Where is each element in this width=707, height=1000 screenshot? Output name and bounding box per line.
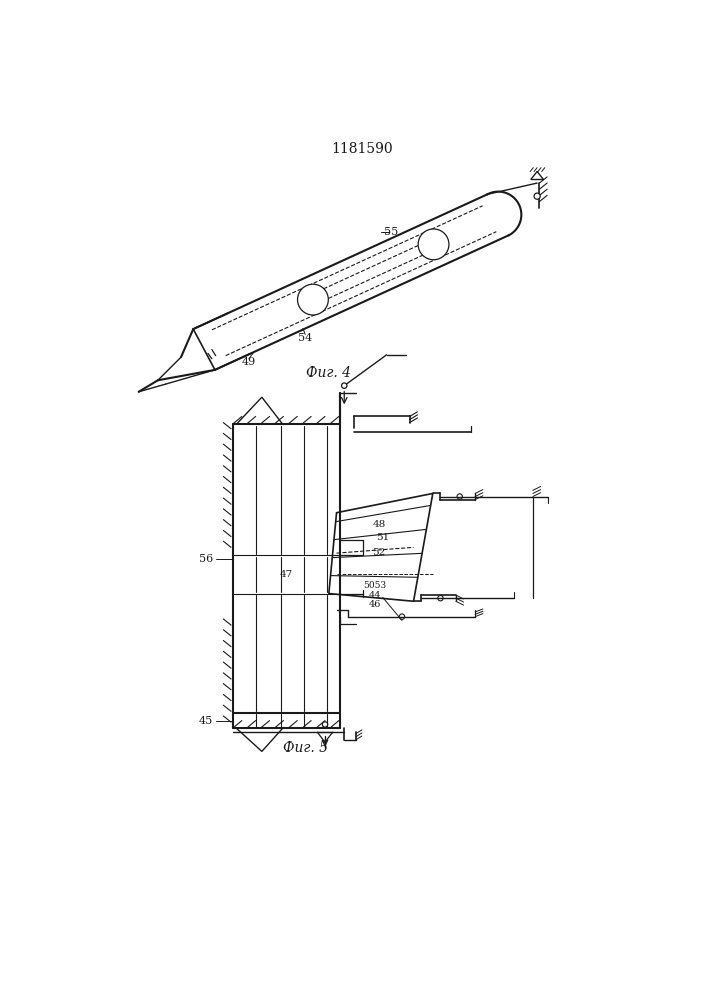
Circle shape	[322, 722, 327, 727]
Text: 55: 55	[384, 227, 398, 237]
Text: 52: 52	[373, 548, 385, 557]
Circle shape	[298, 284, 328, 315]
Circle shape	[418, 229, 449, 260]
Text: 5053: 5053	[363, 581, 387, 590]
Text: 48: 48	[373, 520, 385, 529]
Text: 45: 45	[199, 716, 214, 726]
Text: 51: 51	[376, 533, 390, 542]
Text: 54: 54	[298, 333, 312, 343]
Text: 49: 49	[242, 357, 256, 367]
Text: 56: 56	[199, 554, 214, 564]
Text: 1181590: 1181590	[331, 142, 393, 156]
Text: 44: 44	[369, 591, 381, 600]
Text: Фиг. 4: Фиг. 4	[306, 366, 351, 380]
Circle shape	[534, 193, 540, 199]
Text: 46: 46	[369, 600, 381, 609]
Circle shape	[341, 383, 347, 388]
Text: Фиг. 5: Фиг. 5	[284, 741, 328, 755]
Text: 47: 47	[280, 570, 293, 579]
